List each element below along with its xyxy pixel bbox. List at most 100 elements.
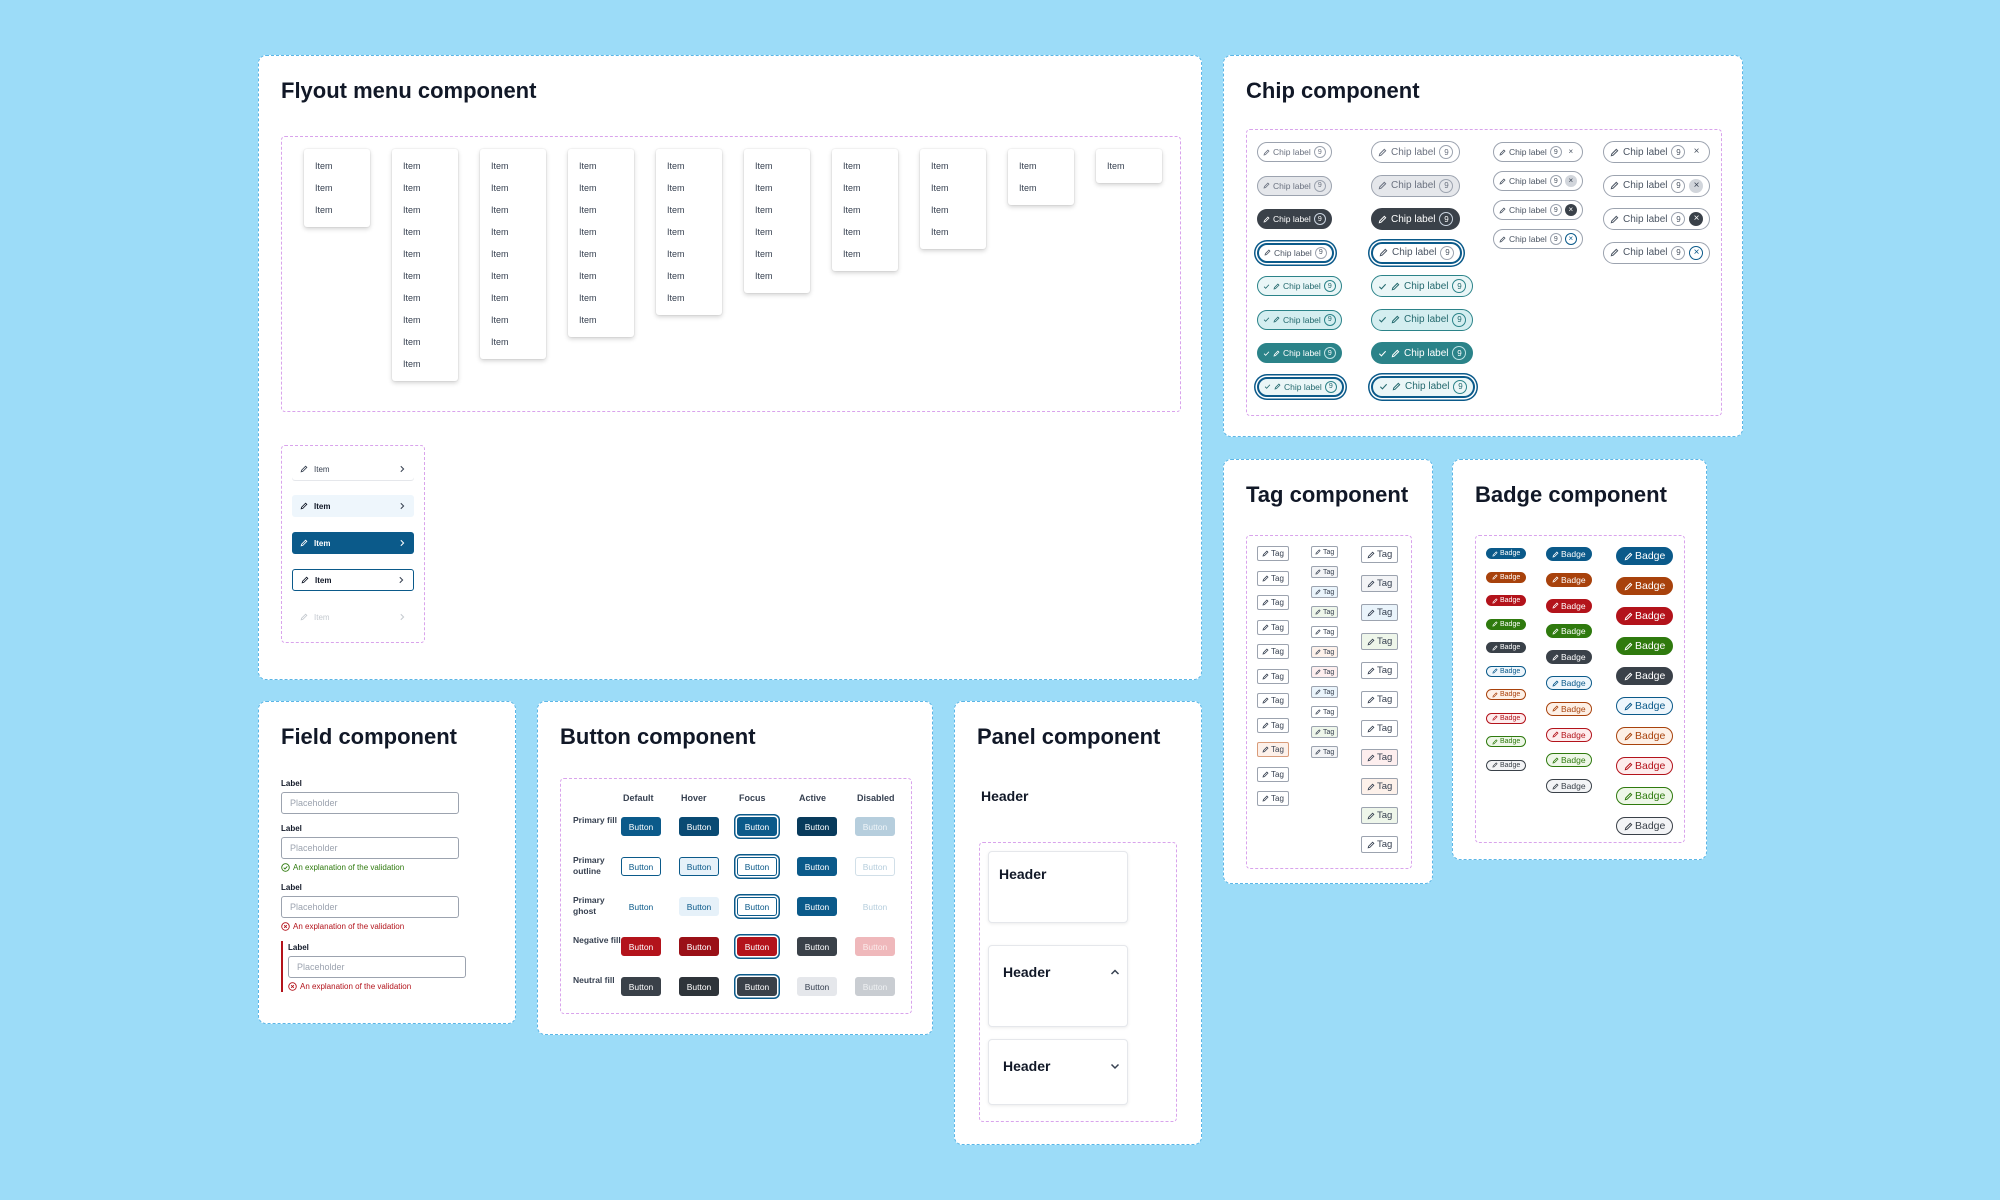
flyout-menu-item[interactable]: Item	[843, 183, 861, 193]
chip[interactable]: Chip label 9	[1371, 141, 1461, 163]
close-icon[interactable]: ×	[1689, 212, 1704, 226]
button-focus[interactable]: Button	[737, 897, 777, 916]
list-item-active[interactable]: Item	[292, 532, 414, 554]
flyout-menu-item[interactable]: Item	[579, 271, 597, 281]
flyout-menu-item[interactable]: Item	[403, 249, 421, 259]
flyout-menu-item[interactable]: Item	[931, 205, 949, 215]
flyout-menu-item[interactable]: Item	[931, 227, 949, 237]
button-hover[interactable]: Button	[679, 937, 719, 956]
close-icon[interactable]: ×	[1564, 233, 1577, 245]
flyout-menu-item[interactable]: Item	[579, 227, 597, 237]
list-item-focus[interactable]: Item	[292, 569, 414, 591]
flyout-menu-item[interactable]: Item	[579, 205, 597, 215]
flyout-menu-item[interactable]: Item	[315, 161, 333, 171]
flyout-menu-item[interactable]: Item	[755, 205, 773, 215]
button-hover[interactable]: Button	[679, 977, 719, 996]
flyout-menu-item[interactable]: Item	[579, 249, 597, 259]
close-icon[interactable]: ×	[1564, 204, 1577, 216]
flyout-menu-item[interactable]: Item	[403, 315, 421, 325]
flyout-menu-item[interactable]: Item	[755, 183, 773, 193]
chip[interactable]: Chip label 9 ×	[1603, 141, 1711, 163]
flyout-menu-item[interactable]: Item	[1019, 183, 1037, 193]
chip[interactable]: Chip label 9 ×	[1603, 241, 1711, 264]
flyout-menu-item[interactable]: Item	[491, 315, 509, 325]
button-default[interactable]: Button	[621, 897, 661, 916]
chip[interactable]: Chip label 9 ×	[1493, 171, 1583, 191]
text-input-success[interactable]: Placeholder	[281, 837, 459, 859]
close-icon[interactable]: ×	[1693, 146, 1700, 157]
chip[interactable]: Chip label 9	[1257, 276, 1342, 296]
close-icon[interactable]: ×	[1564, 175, 1577, 187]
button-active[interactable]: Button	[797, 857, 837, 876]
button-hover[interactable]: Button	[679, 857, 719, 876]
flyout-menu-item[interactable]: Item	[843, 249, 861, 259]
list-item-default[interactable]: Item	[292, 458, 414, 480]
chip[interactable]: Chip label 9	[1371, 308, 1474, 331]
flyout-menu-item[interactable]: Item	[579, 315, 597, 325]
flyout-menu-item[interactable]: Item	[843, 227, 861, 237]
chip[interactable]: Chip label 9	[1371, 241, 1463, 264]
flyout-menu-item[interactable]: Item	[843, 161, 861, 171]
flyout-menu-item[interactable]: Item	[667, 271, 685, 281]
close-icon[interactable]: ×	[1568, 147, 1574, 156]
list-item-hover[interactable]: Item	[292, 495, 414, 517]
chip[interactable]: Chip label 9 ×	[1603, 208, 1711, 230]
flyout-menu-item[interactable]: Item	[491, 271, 509, 281]
flyout-menu-item[interactable]: Item	[403, 183, 421, 193]
flyout-menu-item[interactable]: Item	[315, 205, 333, 215]
flyout-menu-item[interactable]: Item	[403, 227, 421, 237]
chip[interactable]: Chip label 9	[1371, 174, 1461, 197]
button-active[interactable]: Button	[797, 817, 837, 836]
chip[interactable]: Chip label 9 ×	[1493, 200, 1583, 220]
button-hover[interactable]: Button	[679, 897, 719, 916]
flyout-menu-item[interactable]: Item	[1019, 161, 1037, 171]
text-input-default[interactable]: Placeholder	[281, 792, 459, 814]
chip[interactable]: Chip label 9	[1257, 142, 1332, 162]
flyout-menu-item[interactable]: Item	[667, 227, 685, 237]
flyout-menu-item[interactable]: Item	[931, 161, 949, 171]
button-focus[interactable]: Button	[737, 857, 777, 876]
chip[interactable]: Chip label 9	[1257, 175, 1332, 196]
flyout-menu-item[interactable]: Item	[403, 161, 421, 171]
flyout-menu-item[interactable]: Item	[755, 227, 773, 237]
button-active[interactable]: Button	[797, 897, 837, 916]
chip[interactable]: Chip label 9	[1257, 242, 1334, 263]
flyout-menu-item[interactable]: Item	[403, 205, 421, 215]
flyout-menu-item[interactable]: Item	[667, 183, 685, 193]
flyout-menu-item[interactable]: Item	[1107, 161, 1125, 171]
flyout-menu-item[interactable]: Item	[579, 183, 597, 193]
flyout-menu-item[interactable]: Item	[755, 161, 773, 171]
flyout-menu-item[interactable]: Item	[315, 183, 333, 193]
flyout-menu-item[interactable]: Item	[579, 161, 597, 171]
button-active[interactable]: Button	[797, 977, 837, 996]
text-input-error-emphasis[interactable]: Placeholder	[288, 956, 466, 978]
flyout-menu-item[interactable]: Item	[667, 161, 685, 171]
button-focus[interactable]: Button	[737, 937, 777, 956]
chip[interactable]: Chip label 9	[1371, 208, 1461, 230]
flyout-menu-item[interactable]: Item	[491, 205, 509, 215]
button-default[interactable]: Button	[621, 817, 661, 836]
flyout-menu-item[interactable]: Item	[403, 337, 421, 347]
panel-collapsed[interactable]: Header	[988, 1039, 1128, 1105]
button-focus[interactable]: Button	[737, 817, 777, 836]
flyout-menu-item[interactable]: Item	[491, 161, 509, 171]
chevron-down-icon[interactable]	[1109, 1060, 1121, 1072]
flyout-menu-item[interactable]: Item	[491, 183, 509, 193]
chip[interactable]: Chip label 9	[1371, 375, 1476, 398]
chip[interactable]: Chip label 9 ×	[1493, 142, 1583, 162]
flyout-menu-item[interactable]: Item	[491, 293, 509, 303]
button-focus[interactable]: Button	[737, 977, 777, 996]
chip[interactable]: Chip label 9	[1257, 309, 1342, 330]
flyout-menu-item[interactable]: Item	[667, 205, 685, 215]
button-hover[interactable]: Button	[679, 817, 719, 836]
close-icon[interactable]: ×	[1689, 245, 1704, 260]
button-default[interactable]: Button	[621, 857, 661, 876]
chip[interactable]: Chip label 9	[1257, 343, 1342, 363]
button-active[interactable]: Button	[797, 937, 837, 956]
chip[interactable]: Chip label 9	[1257, 209, 1332, 229]
text-input-error[interactable]: Placeholder	[281, 896, 459, 918]
flyout-menu-item[interactable]: Item	[491, 249, 509, 259]
chip[interactable]: Chip label 9 ×	[1493, 229, 1583, 249]
flyout-menu-item[interactable]: Item	[403, 293, 421, 303]
flyout-menu-item[interactable]: Item	[579, 293, 597, 303]
